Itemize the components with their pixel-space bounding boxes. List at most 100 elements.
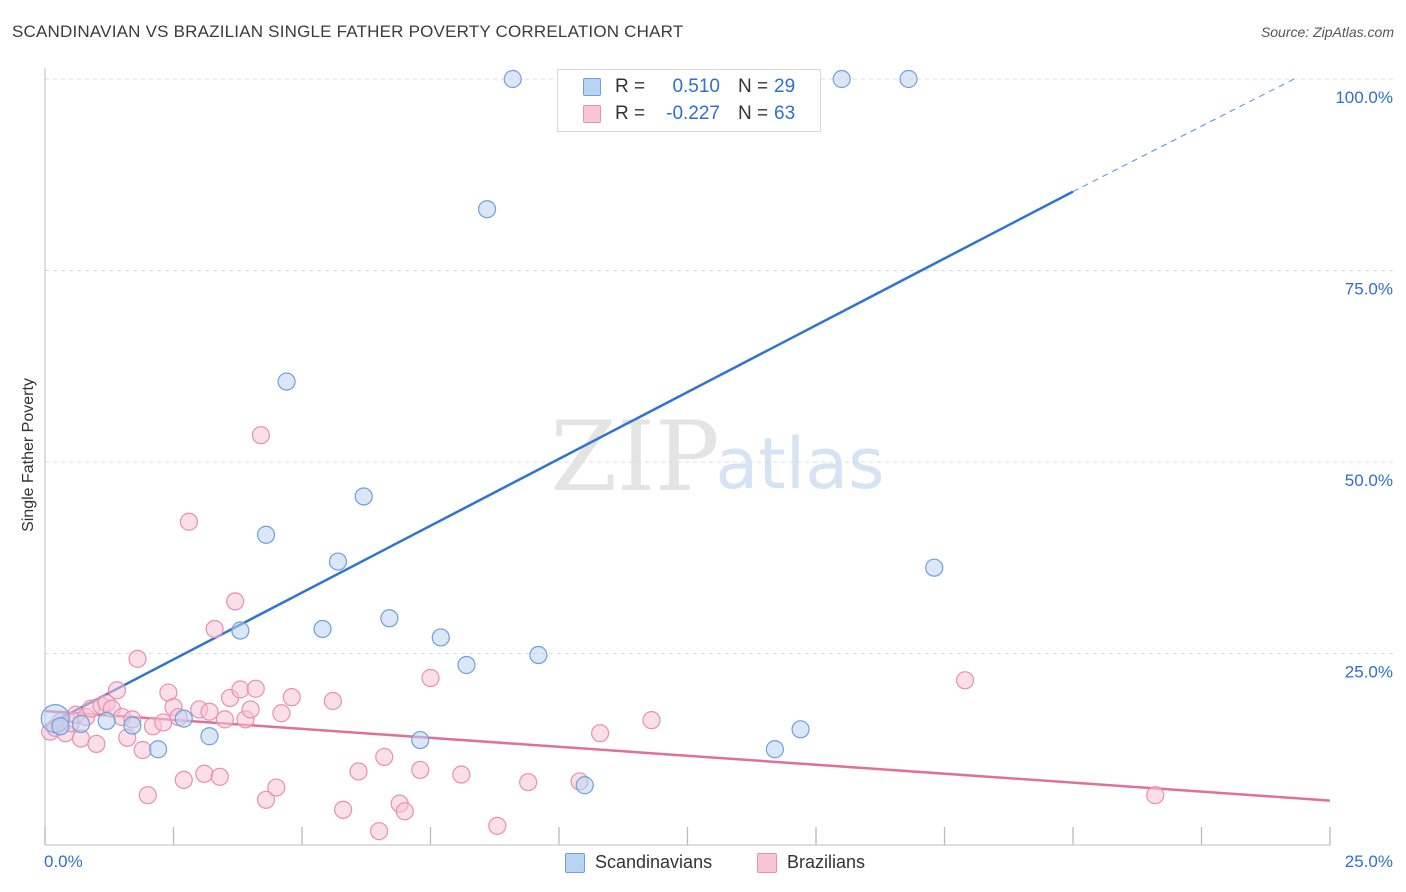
brazilian-point [488,816,507,835]
scandinavian-point [529,645,548,665]
scandinavian-point [765,740,784,759]
y-tick-label: 100.0% [1335,88,1393,107]
scandinavian-point [313,619,332,639]
y-tick-label: 25.0% [1345,663,1393,682]
brazilian-point [395,802,414,821]
brazilian-point [133,740,152,760]
brazilian-point [246,679,265,698]
watermark-zip: ZIP [550,401,719,513]
brazilian-point [375,747,394,767]
scandinavian-point [71,714,91,734]
legend-r-label: R = [615,76,646,97]
legend-swatch-brazilians [583,105,601,123]
legend-row-scandinavians: R = 0.510 N = 29 [583,75,795,99]
scandinavian-point [200,727,219,746]
bottom-legend-brazilians: Brazilians [757,852,865,873]
brazilian-point [251,426,270,445]
watermark: ZIP atlas [550,401,884,513]
scandinavian-point [51,717,70,736]
brazilian-point [174,770,193,789]
chart-title: SCANDINAVIAN VS BRAZILIAN SINGLE FATHER … [12,22,684,41]
brazilian-point [267,778,286,797]
data-points [40,69,1165,841]
scandinavians-trend-line [44,190,1074,728]
legend-r-value: -0.227 [666,103,720,124]
scandinavian-point [575,776,594,795]
scandinavian-point [832,69,851,89]
gridlines [45,78,1395,654]
scandinavian-point [791,720,810,739]
brazilian-point [411,760,430,780]
y-tick-labels: 25.0% 50.0% 75.0% 100.0% [1335,88,1393,682]
bottom-legend-swatch-brazilians [757,852,777,873]
brazilian-point [642,711,661,730]
brazilian-point [519,773,538,792]
scandinavian-point [477,200,497,219]
scandinavian-point [148,740,168,759]
scandinavian-point [899,69,918,89]
brazilian-point [272,704,291,723]
brazilian-point [452,765,471,784]
stats-legend: R = 0.510 N = 29 R = -0.227 N = 63 [557,69,821,132]
scandinavian-point [457,655,476,675]
brazilian-point [349,762,368,781]
scandinavian-point [231,621,250,640]
scandinavian-point [411,730,430,750]
y-tick-label: 50.0% [1345,471,1393,490]
bottom-legend-label: Scandinavians [595,852,713,872]
scandinavian-point [256,525,276,544]
brazilian-point [128,649,147,668]
scandinavian-point [123,716,142,735]
brazilians-trend-line [44,709,1331,802]
brazilian-point [107,681,127,700]
scandinavian-point [925,558,944,577]
scandinavian-point [174,709,193,728]
legend-n-value: 63 [774,103,796,124]
legend-swatch-scandinavians [583,78,601,96]
scandinavian-point [277,372,296,391]
legend-n-label: N = [738,76,769,97]
brazilian-point [591,724,610,743]
brazilian-point [195,764,214,783]
scandinavian-point [380,609,399,628]
legend-r-value: 0.510 [672,76,720,97]
brazilian-point [323,691,342,711]
brazilian-point [1146,786,1165,805]
brazilian-point [210,767,229,786]
bottom-legend-swatch-scandinavians [565,852,585,873]
brazilian-point [200,702,219,721]
brazilian-point [421,668,440,688]
scandinavian-point [354,487,373,506]
x-tick-label: 25.0% [1344,852,1393,871]
brazilian-point [256,790,276,809]
scandinavians-trend-extension [1072,78,1295,193]
scandinavian-point [503,69,522,89]
brazilian-point [370,822,389,841]
legend-row-brazilians: R = -0.227 N = 63 [583,102,795,126]
bottom-legend-label: Brazilians [787,852,866,872]
legend-n-label: N = [738,103,769,124]
brazilian-point [955,671,975,690]
scandinavian-point [328,552,348,571]
brazilian-point [226,592,245,611]
bottom-legend-scandinavians: Scandinavians [565,852,712,873]
y-tick-label: 75.0% [1345,280,1393,299]
brazilian-point [241,700,260,719]
brazilian-point [205,619,224,639]
brazilian-point [87,734,106,753]
scandinavian-point [97,711,116,731]
legend-r-label: R = [615,103,646,124]
legend-n-value: 29 [774,76,796,97]
brazilian-point [215,710,234,729]
brazilian-point [231,680,250,699]
y-axis-label: Single Father Poverty [20,378,37,532]
source-note: Source: ZipAtlas.com [1260,24,1394,40]
brazilian-point [179,512,199,531]
brazilian-point [334,800,353,819]
scandinavian-point [431,628,450,647]
watermark-atlas: atlas [715,423,884,505]
brazilian-point [138,786,157,805]
brazilian-point [154,713,173,732]
x-tick-label: 0.0% [44,852,83,871]
